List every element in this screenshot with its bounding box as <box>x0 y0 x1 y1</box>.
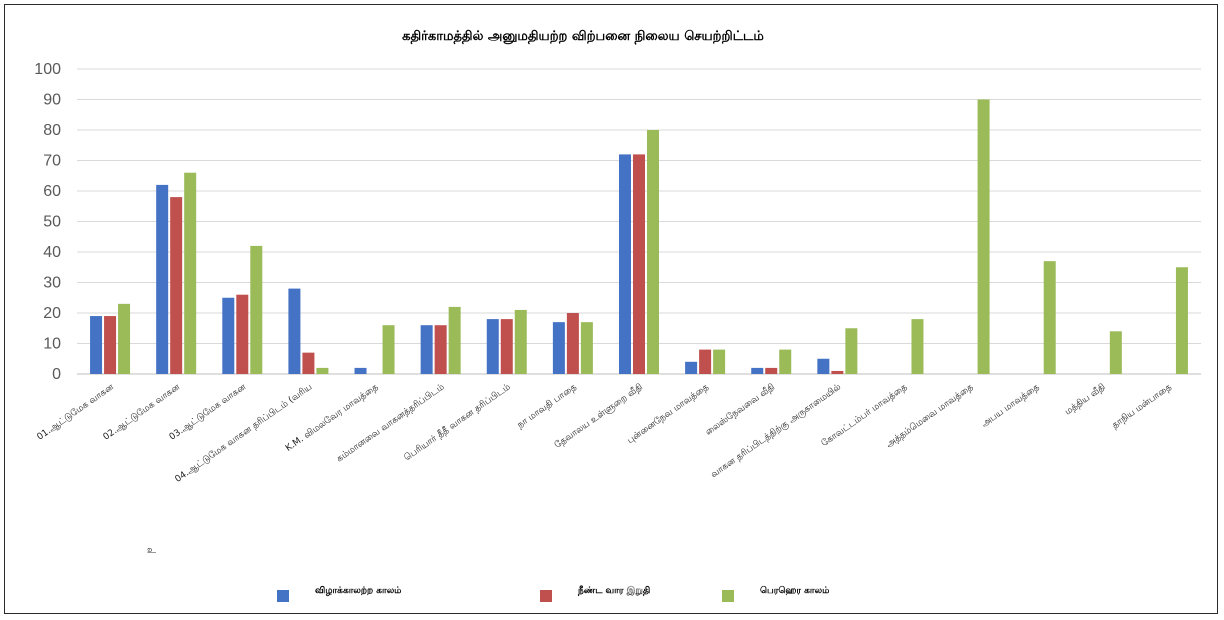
bar-1 <box>619 154 631 374</box>
legend-label: நீண்ட வார இறுதி <box>577 585 650 596</box>
legend-label: விழாக்காலற்ற காலம் <box>315 585 401 596</box>
bar-2 <box>302 352 315 374</box>
bar-3 <box>382 325 395 374</box>
bar-2 <box>236 294 249 374</box>
bar-2 <box>170 197 183 374</box>
y-axis: 0 10 20 30 40 50 60 70 80 90 100 <box>34 61 61 383</box>
y-tick-label: 80 <box>43 122 61 139</box>
bar-1 <box>222 297 235 374</box>
bar-3 <box>118 303 131 374</box>
y-tick-label: 40 <box>43 244 61 261</box>
bar-3 <box>184 172 197 374</box>
bar-3 <box>250 245 263 374</box>
x-tick-label: லைஸ்நேவவை வீதி <box>704 382 777 437</box>
bar-3 <box>779 349 792 374</box>
bar-1 <box>420 325 433 374</box>
y-tick-label: 70 <box>43 153 61 170</box>
legend-swatch <box>540 590 552 602</box>
bar-1 <box>288 288 301 374</box>
x-tick-label: 04.ஆட்டுமேக வாகன தரிப்பிடம் (வரிய <box>174 382 315 485</box>
bar-1 <box>685 361 698 374</box>
bar-3 <box>580 322 593 374</box>
bar-2 <box>434 325 447 374</box>
bar-2 <box>500 319 513 374</box>
x-tick-label: பெரியார் தீதீ வாகன தரிப்பிடம் <box>403 382 513 463</box>
bar-2 <box>104 316 117 374</box>
legend: விழாக்காலற்ற காலம் நீண்ட வார இறுதி பெரஹெர … <box>277 585 829 602</box>
bar-3 <box>1043 261 1056 374</box>
chart-canvas: கதிர்காமத்தில் அனுமதியற்ற விற்பனை நிலைய … <box>34 29 1201 602</box>
bar-1 <box>817 358 830 374</box>
x-tick-label: கம்மானவை வாகனத்தரிப்பிடம் <box>335 382 446 464</box>
legend-swatch <box>277 590 289 602</box>
x-tick-label: நா மாவதி பாதை <box>516 382 579 430</box>
bar-1 <box>751 367 764 374</box>
y-tick-label: 50 <box>43 214 61 231</box>
y-tick-label: 30 <box>43 275 61 292</box>
bar-3 <box>1109 331 1122 374</box>
chart-title: கதிர்காமத்தில் அனுமதியற்ற விற்பனை நிலைய … <box>402 29 764 44</box>
bar-1 <box>486 319 499 374</box>
bar-2 <box>566 313 579 374</box>
stray-note: உ <box>147 545 156 556</box>
bar-3 <box>316 367 329 374</box>
bar-2 <box>831 370 844 374</box>
bar-3 <box>977 99 990 374</box>
y-tick-label: 60 <box>43 183 61 200</box>
chart-frame: கதிர்காமத்தில் அனுமதியற்ற விற்பனை நிலைய … <box>4 4 1218 614</box>
bars <box>90 99 1188 374</box>
y-tick-label: 0 <box>52 366 61 383</box>
legend-label: பெரஹெர காலம் <box>760 585 829 596</box>
bar-1 <box>354 367 367 374</box>
y-tick-label: 20 <box>43 305 61 322</box>
bar-3 <box>448 306 461 374</box>
x-tick-label: அபய மாவத்தை <box>980 382 1042 429</box>
bar-3 <box>514 309 527 374</box>
bar-3 <box>1175 267 1188 374</box>
x-tick-label: தாநிய மன்பாதை <box>1110 382 1173 431</box>
y-tick-label: 90 <box>43 92 61 109</box>
bar-1 <box>156 184 169 374</box>
bar-3 <box>713 349 726 374</box>
y-tick-label: 10 <box>43 336 61 353</box>
bar-3 <box>845 328 858 374</box>
bar-3 <box>647 130 659 374</box>
y-tick-label: 100 <box>34 61 61 78</box>
bar-3 <box>911 319 924 374</box>
bar-2 <box>765 367 778 374</box>
bar-2 <box>699 349 712 374</box>
bar-1 <box>90 316 103 374</box>
x-tick-label: மத்திய வீதி <box>1063 382 1107 417</box>
bar-2 <box>633 154 645 374</box>
legend-swatch <box>722 590 734 602</box>
bar-1 <box>552 322 565 374</box>
x-tick-label: வாகன தரிப்பிடத்திற்கு அருகாமையில் <box>709 382 844 481</box>
